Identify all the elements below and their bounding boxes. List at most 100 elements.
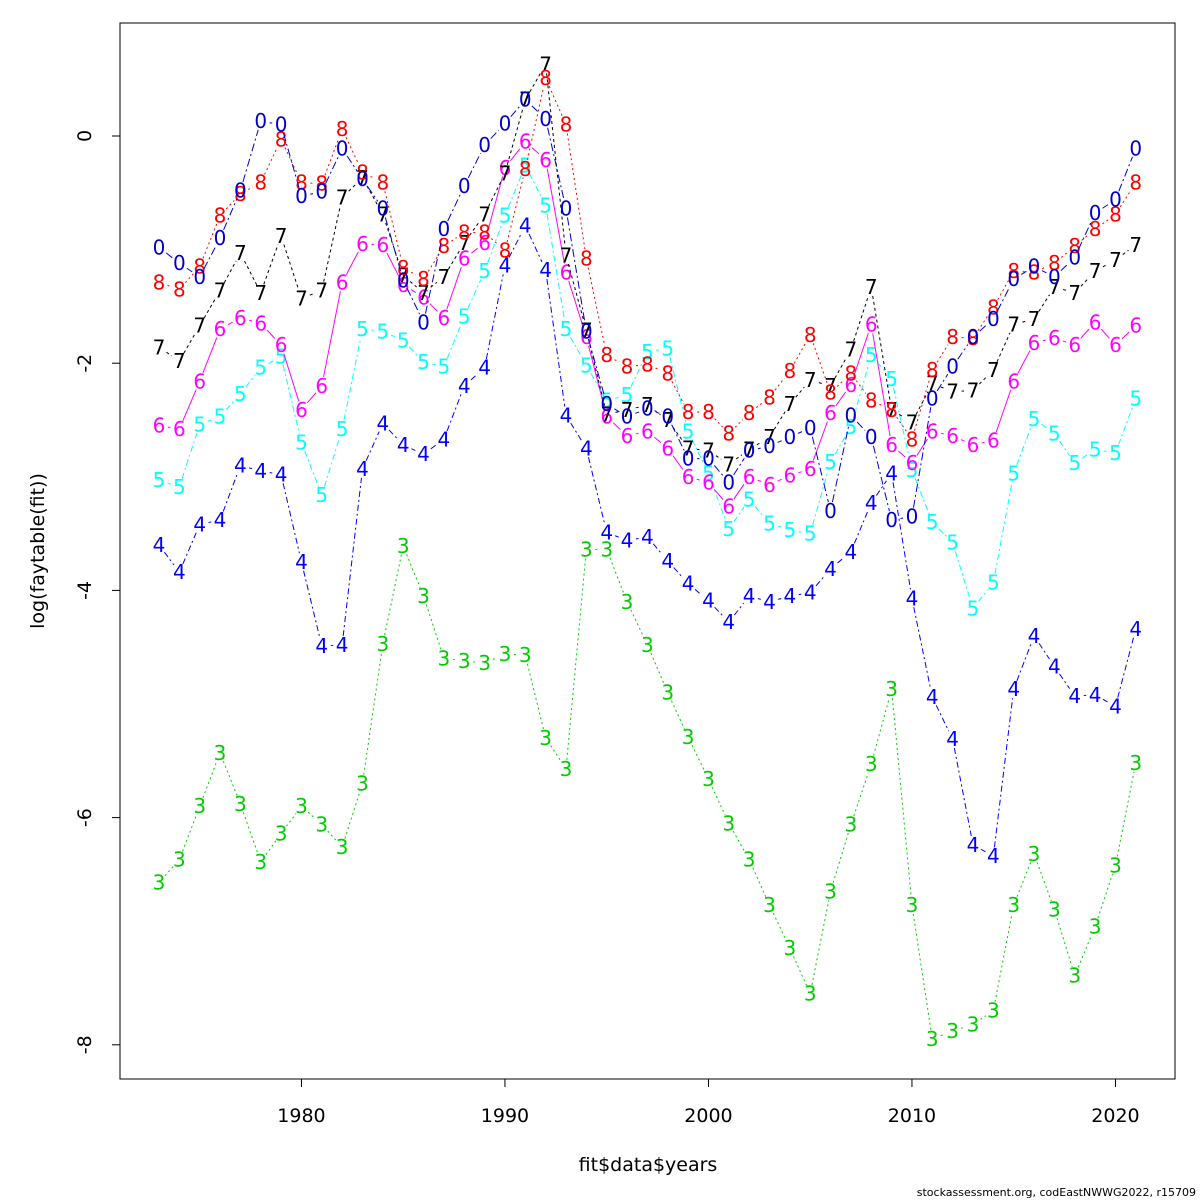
series-7-point: 7 (336, 185, 349, 209)
series-8-segment (1042, 266, 1047, 270)
series-5-point: 5 (173, 475, 186, 499)
series-7-segment (488, 181, 502, 207)
series-5-segment (777, 525, 782, 528)
series-0-segment (831, 424, 850, 503)
series-3-point: 3 (885, 677, 898, 701)
series-8-segment (793, 342, 807, 364)
series-7-segment (1122, 249, 1129, 255)
series-7-point: 7 (295, 286, 308, 310)
series-0-segment (406, 288, 421, 315)
series-0-point: 0 (682, 447, 695, 471)
series-0-point: 0 (214, 226, 227, 250)
series-3-point: 3 (519, 643, 532, 667)
series-5-point: 5 (621, 383, 634, 407)
series-5-point: 5 (946, 531, 959, 555)
series-3-point: 3 (438, 647, 451, 671)
series-6-segment (510, 148, 521, 162)
series-6-segment (182, 389, 197, 422)
series-6-point: 6 (702, 470, 715, 494)
series-4-segment (778, 598, 782, 600)
series-0-point: 0 (580, 319, 593, 343)
series-6-segment (960, 439, 965, 442)
series-7-point: 7 (438, 265, 451, 289)
series-6-segment (323, 291, 341, 378)
series-6-segment (1100, 328, 1110, 339)
series-4-point: 4 (967, 833, 980, 857)
series-3-segment (202, 761, 218, 799)
series-3-point: 3 (722, 811, 735, 835)
series-8-point: 8 (1007, 259, 1020, 283)
series-6-segment (812, 421, 828, 461)
series-5-point: 5 (560, 317, 573, 341)
series-8-segment (1119, 189, 1132, 208)
series-7-segment (654, 410, 661, 416)
series-3-point: 3 (295, 794, 308, 818)
series-8-point: 8 (254, 171, 267, 195)
series-0-point: 0 (458, 174, 471, 198)
series-4-point: 4 (865, 491, 878, 515)
series-4-point: 4 (580, 436, 593, 460)
series-5-segment (245, 374, 256, 388)
series-6-segment (386, 252, 400, 278)
series-4-point: 4 (804, 581, 817, 605)
series-7-point: 7 (1048, 275, 1061, 299)
series-8-segment (655, 367, 660, 371)
series-8-point: 8 (214, 204, 227, 228)
series-7-point: 7 (1028, 307, 1041, 331)
series-6-segment (1062, 340, 1067, 343)
series-7-point: 7 (743, 438, 756, 462)
series-7-segment (348, 183, 357, 192)
series-7-segment (756, 441, 763, 446)
series-8-segment (451, 237, 458, 242)
series-6-segment (471, 247, 478, 254)
series-0-point: 0 (539, 107, 552, 131)
y-axis: 0 -2 -4 -6 -8 (74, 130, 121, 1054)
series-4-point: 4 (397, 433, 410, 457)
series-7-point: 7 (315, 278, 328, 302)
series-3-segment (307, 811, 316, 819)
series-4-segment (546, 278, 566, 407)
series-8-point: 8 (885, 398, 898, 422)
series-4-segment (892, 482, 911, 590)
series-0-segment (510, 106, 520, 117)
series-7-point: 7 (824, 374, 837, 398)
series-5-segment (343, 337, 362, 421)
series-6-segment (612, 422, 621, 431)
series-3-point: 3 (702, 767, 715, 791)
series-8-segment (248, 186, 254, 190)
series-3-point: 3 (845, 812, 858, 836)
series-3-point: 3 (1089, 915, 1102, 939)
series-8-point: 8 (967, 326, 980, 350)
series-7-segment (1022, 320, 1026, 323)
series-0-point: 0 (641, 397, 654, 421)
series-5-segment (304, 450, 319, 487)
series-7-point: 7 (519, 88, 532, 112)
series-3-point: 3 (539, 726, 552, 750)
series-8-point: 8 (580, 247, 593, 271)
series-6-segment (713, 489, 724, 500)
series-5-point: 5 (804, 522, 817, 546)
series-4-segment (875, 480, 887, 496)
series-4-segment (411, 448, 416, 451)
series-3-segment (1036, 862, 1052, 902)
series-7-point: 7 (560, 243, 573, 267)
series-3-point: 3 (234, 792, 247, 816)
series-4-point: 4 (702, 589, 715, 613)
series-7-segment (996, 332, 1011, 363)
series-0-segment (283, 133, 300, 188)
series-7-segment (899, 414, 905, 418)
series-4-segment (446, 394, 462, 432)
series-5-point: 5 (702, 461, 715, 485)
series-7-point: 7 (458, 231, 471, 255)
series-3-segment (912, 913, 932, 1031)
series-8-segment (427, 253, 440, 272)
series-0-segment (957, 344, 969, 360)
series-7-segment (635, 406, 639, 409)
series-4-point: 4 (1068, 684, 1081, 708)
series-0-point: 0 (376, 197, 389, 221)
series-6-segment (227, 321, 233, 326)
series-0-point: 0 (1109, 188, 1122, 212)
